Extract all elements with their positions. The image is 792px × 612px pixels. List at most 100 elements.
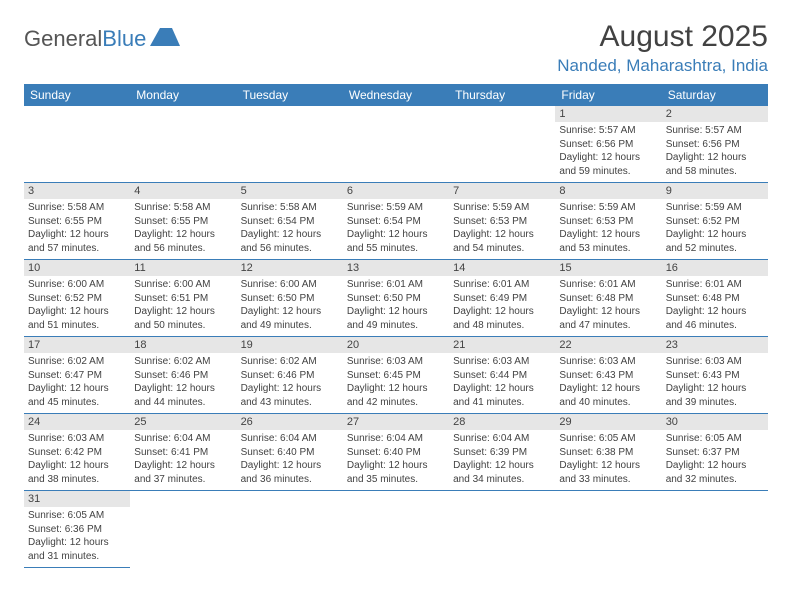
sunrise-value: 6:00 AM bbox=[174, 279, 211, 290]
calendar-day-cell: 19Sunrise: 6:02 AMSunset: 6:46 PMDayligh… bbox=[237, 337, 343, 414]
sunrise-value: 5:58 AM bbox=[174, 202, 211, 213]
sunrise-value: 6:05 AM bbox=[705, 433, 742, 444]
sunrise-label: Sunrise: bbox=[559, 356, 598, 367]
calendar-day-cell: 12Sunrise: 6:00 AMSunset: 6:50 PMDayligh… bbox=[237, 260, 343, 337]
sunrise-value: 6:02 AM bbox=[280, 356, 317, 367]
sunset-label: Sunset: bbox=[559, 370, 596, 381]
calendar-day-cell: 3Sunrise: 5:58 AMSunset: 6:55 PMDaylight… bbox=[24, 183, 130, 260]
sunset-label: Sunset: bbox=[347, 447, 384, 458]
day-number: 12 bbox=[237, 260, 343, 276]
day-info: Sunrise: 5:58 AMSunset: 6:55 PMDaylight:… bbox=[130, 199, 236, 259]
daylight-label: Daylight: bbox=[241, 383, 283, 394]
sunrise-value: 6:02 AM bbox=[67, 356, 104, 367]
calendar-day-cell: 15Sunrise: 6:01 AMSunset: 6:48 PMDayligh… bbox=[555, 260, 661, 337]
month-title: August 2025 bbox=[557, 20, 768, 54]
day-info: Sunrise: 5:59 AMSunset: 6:53 PMDaylight:… bbox=[555, 199, 661, 259]
calendar-day-cell: 31Sunrise: 6:05 AMSunset: 6:36 PMDayligh… bbox=[24, 491, 130, 568]
day-info: Sunrise: 6:00 AMSunset: 6:51 PMDaylight:… bbox=[130, 276, 236, 336]
calendar-row: 17Sunrise: 6:02 AMSunset: 6:47 PMDayligh… bbox=[24, 337, 768, 414]
calendar-day-cell: 18Sunrise: 6:02 AMSunset: 6:46 PMDayligh… bbox=[130, 337, 236, 414]
day-info: Sunrise: 6:03 AMSunset: 6:45 PMDaylight:… bbox=[343, 353, 449, 413]
day-info: Sunrise: 6:02 AMSunset: 6:47 PMDaylight:… bbox=[24, 353, 130, 413]
sunset-value: 6:48 PM bbox=[596, 293, 633, 304]
sunrise-label: Sunrise: bbox=[453, 356, 492, 367]
sunrise-value: 6:04 AM bbox=[493, 433, 530, 444]
sunrise-label: Sunrise: bbox=[134, 202, 173, 213]
calendar-day-cell: 8Sunrise: 5:59 AMSunset: 6:53 PMDaylight… bbox=[555, 183, 661, 260]
day-number: 7 bbox=[449, 183, 555, 199]
day-info: Sunrise: 6:00 AMSunset: 6:52 PMDaylight:… bbox=[24, 276, 130, 336]
sunset-label: Sunset: bbox=[241, 370, 278, 381]
weekday-header: Monday bbox=[130, 84, 236, 106]
day-info: Sunrise: 5:58 AMSunset: 6:55 PMDaylight:… bbox=[24, 199, 130, 259]
day-number: 29 bbox=[555, 414, 661, 430]
weekday-header: Saturday bbox=[662, 84, 768, 106]
daylight-label: Daylight: bbox=[241, 306, 283, 317]
calendar-empty-cell bbox=[237, 106, 343, 183]
day-info: Sunrise: 6:02 AMSunset: 6:46 PMDaylight:… bbox=[130, 353, 236, 413]
sunrise-value: 6:04 AM bbox=[386, 433, 423, 444]
sunrise-label: Sunrise: bbox=[28, 279, 67, 290]
sunset-label: Sunset: bbox=[134, 447, 171, 458]
sunrise-label: Sunrise: bbox=[453, 279, 492, 290]
weekday-header: Wednesday bbox=[343, 84, 449, 106]
sunrise-label: Sunrise: bbox=[559, 125, 598, 136]
sunset-value: 6:45 PM bbox=[384, 370, 421, 381]
calendar-row: 1Sunrise: 5:57 AMSunset: 6:56 PMDaylight… bbox=[24, 106, 768, 183]
logo-text-general: General bbox=[24, 26, 102, 52]
sunrise-value: 5:57 AM bbox=[599, 125, 636, 136]
sunset-value: 6:47 PM bbox=[65, 370, 102, 381]
day-info: Sunrise: 5:59 AMSunset: 6:54 PMDaylight:… bbox=[343, 199, 449, 259]
sunrise-label: Sunrise: bbox=[347, 202, 386, 213]
day-info: Sunrise: 6:04 AMSunset: 6:40 PMDaylight:… bbox=[237, 430, 343, 490]
calendar-row: 10Sunrise: 6:00 AMSunset: 6:52 PMDayligh… bbox=[24, 260, 768, 337]
sunset-value: 6:46 PM bbox=[277, 370, 314, 381]
day-info: Sunrise: 5:57 AMSunset: 6:56 PMDaylight:… bbox=[555, 122, 661, 182]
sunset-value: 6:51 PM bbox=[171, 293, 208, 304]
calendar-empty-cell bbox=[237, 491, 343, 568]
sunset-value: 6:37 PM bbox=[702, 447, 739, 458]
calendar-day-cell: 6Sunrise: 5:59 AMSunset: 6:54 PMDaylight… bbox=[343, 183, 449, 260]
calendar-row: 31Sunrise: 6:05 AMSunset: 6:36 PMDayligh… bbox=[24, 491, 768, 568]
calendar-day-cell: 29Sunrise: 6:05 AMSunset: 6:38 PMDayligh… bbox=[555, 414, 661, 491]
sunrise-value: 5:58 AM bbox=[67, 202, 104, 213]
sunset-value: 6:46 PM bbox=[171, 370, 208, 381]
daylight-label: Daylight: bbox=[28, 229, 70, 240]
calendar-day-cell: 4Sunrise: 5:58 AMSunset: 6:55 PMDaylight… bbox=[130, 183, 236, 260]
day-info: Sunrise: 6:03 AMSunset: 6:44 PMDaylight:… bbox=[449, 353, 555, 413]
day-info: Sunrise: 6:01 AMSunset: 6:49 PMDaylight:… bbox=[449, 276, 555, 336]
sunrise-label: Sunrise: bbox=[241, 202, 280, 213]
calendar-empty-cell bbox=[24, 106, 130, 183]
sunrise-label: Sunrise: bbox=[559, 433, 598, 444]
sunrise-value: 6:01 AM bbox=[386, 279, 423, 290]
daylight-label: Daylight: bbox=[666, 306, 708, 317]
calendar-day-cell: 24Sunrise: 6:03 AMSunset: 6:42 PMDayligh… bbox=[24, 414, 130, 491]
sunset-value: 6:40 PM bbox=[277, 447, 314, 458]
daylight-label: Daylight: bbox=[453, 383, 495, 394]
daylight-label: Daylight: bbox=[666, 460, 708, 471]
sunset-value: 6:36 PM bbox=[65, 524, 102, 535]
day-number: 19 bbox=[237, 337, 343, 353]
sunset-label: Sunset: bbox=[347, 370, 384, 381]
calendar-day-cell: 17Sunrise: 6:02 AMSunset: 6:47 PMDayligh… bbox=[24, 337, 130, 414]
sunset-value: 6:55 PM bbox=[65, 216, 102, 227]
sunset-label: Sunset: bbox=[28, 447, 65, 458]
daylight-label: Daylight: bbox=[134, 383, 176, 394]
sunset-label: Sunset: bbox=[666, 216, 703, 227]
day-info: Sunrise: 6:01 AMSunset: 6:48 PMDaylight:… bbox=[662, 276, 768, 336]
sunrise-value: 5:58 AM bbox=[280, 202, 317, 213]
sunrise-value: 5:59 AM bbox=[599, 202, 636, 213]
sunset-label: Sunset: bbox=[134, 293, 171, 304]
sunrise-value: 6:03 AM bbox=[705, 356, 742, 367]
sunset-label: Sunset: bbox=[453, 447, 490, 458]
calendar-day-cell: 7Sunrise: 5:59 AMSunset: 6:53 PMDaylight… bbox=[449, 183, 555, 260]
calendar-day-cell: 9Sunrise: 5:59 AMSunset: 6:52 PMDaylight… bbox=[662, 183, 768, 260]
sunset-value: 6:43 PM bbox=[596, 370, 633, 381]
sunset-value: 6:53 PM bbox=[490, 216, 527, 227]
sunset-value: 6:41 PM bbox=[171, 447, 208, 458]
daylight-label: Daylight: bbox=[134, 306, 176, 317]
day-number: 10 bbox=[24, 260, 130, 276]
day-number: 21 bbox=[449, 337, 555, 353]
sunrise-value: 6:03 AM bbox=[67, 433, 104, 444]
daylight-label: Daylight: bbox=[559, 306, 601, 317]
